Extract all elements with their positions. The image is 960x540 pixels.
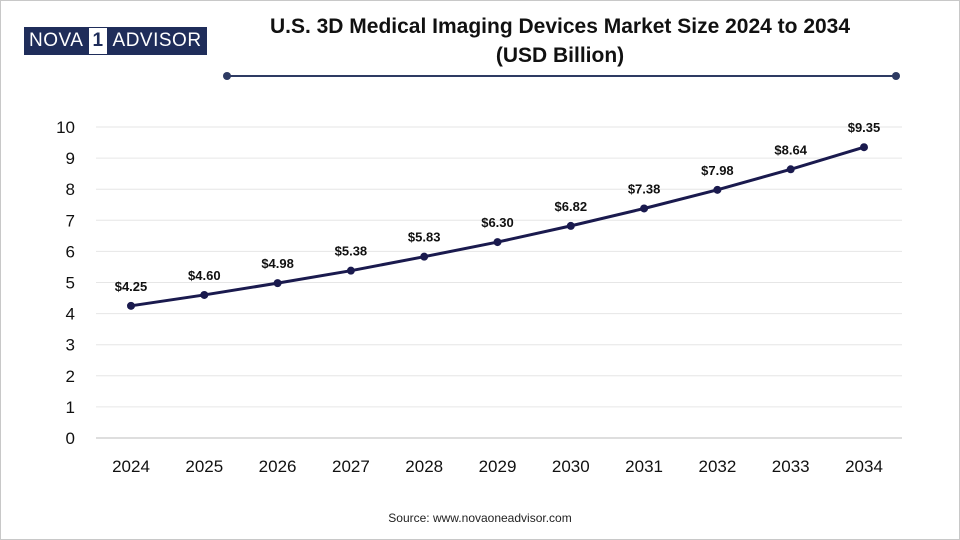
x-tick-label: 2026 xyxy=(259,457,297,476)
y-tick-label: 5 xyxy=(66,274,75,293)
x-tick-label: 2034 xyxy=(845,457,883,476)
data-label: $8.64 xyxy=(774,142,807,157)
y-tick-label: 0 xyxy=(66,429,75,448)
data-label: $4.60 xyxy=(188,268,221,283)
y-tick-label: 2 xyxy=(66,367,75,386)
data-label: $7.38 xyxy=(628,181,661,196)
data-label: $9.35 xyxy=(848,120,881,135)
data-label: $4.25 xyxy=(115,279,148,294)
data-label: $6.30 xyxy=(481,215,514,230)
data-point xyxy=(346,266,355,275)
x-tick-label: 2025 xyxy=(185,457,223,476)
chart-title: U.S. 3D Medical Imaging Devices Market S… xyxy=(200,12,920,70)
data-point xyxy=(420,252,429,261)
y-tick-label: 9 xyxy=(66,149,75,168)
y-tick-label: 7 xyxy=(66,211,75,230)
y-tick-label: 6 xyxy=(66,242,75,261)
chart-title-line2: (USD Billion) xyxy=(495,44,625,67)
data-label: $5.38 xyxy=(335,244,368,259)
data-point xyxy=(713,185,722,194)
y-tick-label: 1 xyxy=(66,398,75,417)
data-point xyxy=(200,290,209,299)
x-tick-label: 2028 xyxy=(405,457,443,476)
data-label: $6.82 xyxy=(555,199,588,214)
data-label: $4.98 xyxy=(261,256,294,271)
title-underline-right-dot xyxy=(892,72,900,80)
x-tick-label: 2027 xyxy=(332,457,370,476)
data-point xyxy=(273,279,282,288)
data-point xyxy=(566,221,575,230)
y-tick-label: 8 xyxy=(66,180,75,199)
x-tick-label: 2030 xyxy=(552,457,590,476)
data-point xyxy=(493,238,502,247)
data-point xyxy=(786,165,795,174)
data-point xyxy=(640,204,649,213)
y-tick-label: 3 xyxy=(66,336,75,355)
nova-one-advisor-logo: NOVA 1 ADVISOR xyxy=(24,27,207,55)
chart-title-line1: U.S. 3D Medical Imaging Devices Market S… xyxy=(269,15,851,38)
x-tick-label: 2033 xyxy=(772,457,810,476)
x-tick-label: 2032 xyxy=(698,457,736,476)
y-tick-label: 4 xyxy=(66,305,75,324)
data-label: $5.83 xyxy=(408,230,441,245)
logo-text-one: 1 xyxy=(87,28,109,54)
x-tick-label: 2024 xyxy=(112,457,150,476)
data-point xyxy=(860,143,868,152)
x-tick-label: 2029 xyxy=(479,457,517,476)
data-label: $7.98 xyxy=(701,163,734,178)
logo-text-advisor: ADVISOR xyxy=(108,28,206,54)
logo-text-nova: NOVA xyxy=(25,28,88,54)
title-underline-left-dot xyxy=(223,72,231,80)
y-tick-label: 10 xyxy=(56,118,75,137)
source-note: Source: www.novaoneadvisor.com xyxy=(388,511,572,525)
data-point xyxy=(127,301,135,310)
x-tick-label: 2031 xyxy=(625,457,663,476)
